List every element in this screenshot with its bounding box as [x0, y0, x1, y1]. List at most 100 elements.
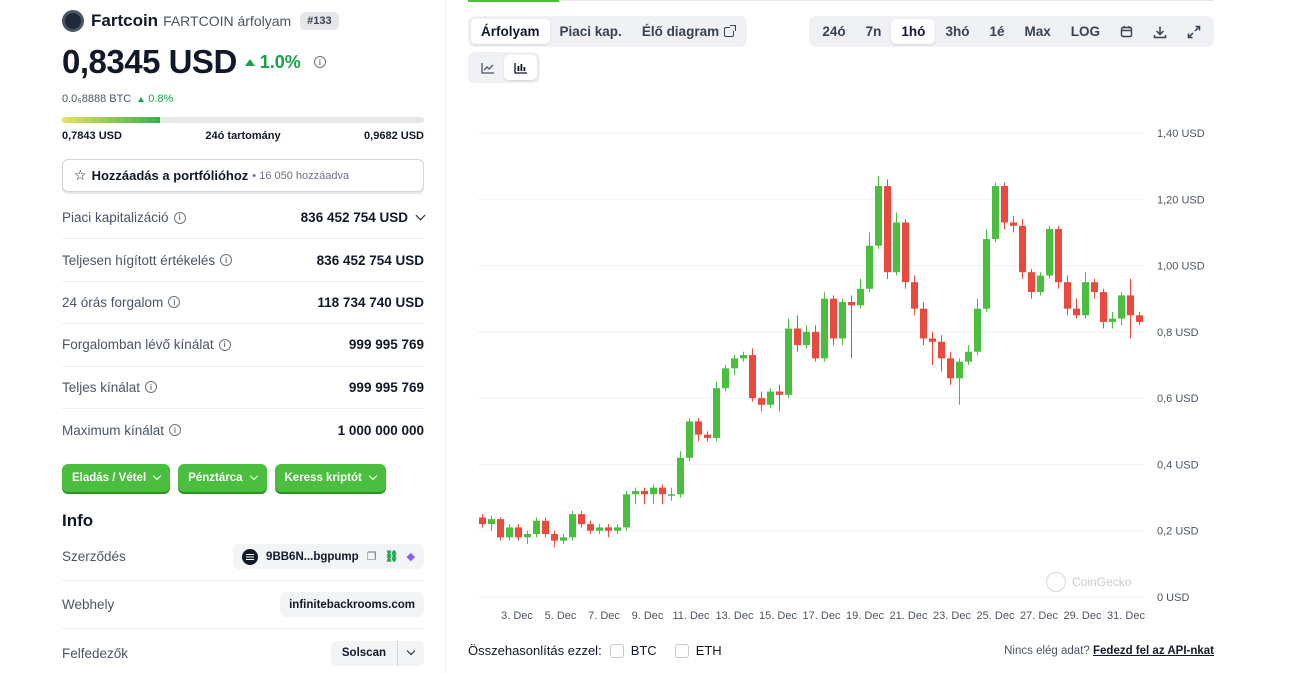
contract-label: Szerződés [62, 549, 126, 564]
candle-body [541, 520, 550, 535]
candle-body [928, 338, 937, 342]
compare-row: Összehasonlítás ezzel: BTC ETH [468, 643, 740, 658]
api-note: Nincs elég adat? Fedezd fel az API-nkat [1004, 645, 1214, 657]
explorers-toggle[interactable] [398, 641, 424, 666]
active-tab-indicator [468, 0, 559, 2]
y-tick-label: 0,4 USD [1157, 459, 1199, 471]
stat-label: Teljesen hígított értékelés [62, 252, 216, 268]
tab-price[interactable]: Árfolyam [471, 19, 550, 44]
candle-body [865, 245, 874, 289]
info-icon[interactable]: i [145, 381, 158, 394]
info-icon[interactable]: i [169, 424, 182, 437]
candle-body [1126, 295, 1135, 316]
range-max-option[interactable]: Max [1024, 24, 1051, 39]
buy-sell-label: Eladás / Vétel [72, 472, 147, 484]
range-3m-option[interactable]: 3hó [945, 24, 970, 39]
time-range-selector: 24ó 7n 1hó 3hó 1é Max LOG [809, 16, 1214, 47]
candle-body [955, 361, 964, 379]
chart-tabs: Árfolyam Piaci kap. Élő diagram [468, 16, 748, 47]
tab-market-cap[interactable]: Piaci kap. [559, 24, 622, 39]
candle-body [622, 494, 631, 528]
info-icon[interactable]: i [313, 56, 326, 68]
range-24h-option[interactable]: 24ó [822, 24, 846, 39]
candle-body [586, 524, 595, 531]
log-scale-toggle[interactable]: LOG [1070, 24, 1100, 39]
range-1m-option[interactable]: 1hó [891, 19, 936, 44]
expand-icon[interactable] [1177, 19, 1211, 44]
info-heading: Info [62, 511, 94, 530]
calendar-icon[interactable] [1110, 19, 1143, 44]
range-24h-labels: 0,7843 USD 24ó tartomány 0,9682 USD [62, 130, 424, 142]
compare-eth[interactable]: ETH [674, 643, 722, 658]
price-chart[interactable]: 1,40 USD 1,20 USD 1,00 USD 0,8 USD 0,6 USD 0,… [468, 110, 1214, 630]
y-tick-label: 0,8 USD [1157, 327, 1199, 339]
contract-pill[interactable]: 9BB6N...bgpump ❐ ⛓ ◆ [233, 544, 424, 569]
candle-body [676, 457, 685, 495]
api-link[interactable]: Fedezd fel az API-nkat [1093, 645, 1214, 657]
range-7d-option[interactable]: 7n [865, 24, 882, 39]
coingecko-logo [1046, 572, 1066, 592]
metamask-icon[interactable]: ◆ [406, 551, 415, 563]
range-1y-option[interactable]: 1é [989, 24, 1005, 39]
candle-body [514, 527, 523, 538]
current-price: 0,8345 USD [62, 43, 237, 80]
buy-sell-button[interactable]: Eladás / Vétel [62, 464, 171, 492]
candle-body [649, 487, 658, 495]
explorer-link[interactable]: Solscan [331, 640, 398, 666]
info-explorers-row: Felfedezők Solscan [62, 629, 424, 673]
candle-body [1009, 222, 1018, 226]
info-icon[interactable]: i [218, 338, 231, 351]
chevron-down-icon [406, 646, 416, 656]
coin-subtitle: FARTCOIN árfolyam [163, 13, 292, 29]
candlestick-chart[interactable]: 1,40 USD 1,20 USD 1,00 USD 0,8 USD 0,6 USD 0,… [468, 110, 1214, 630]
coin-name: Fartcoin [91, 11, 159, 30]
search-crypto-label: Keress kriptót [284, 472, 362, 484]
info-icon[interactable]: i [220, 254, 233, 267]
chevron-down-icon [152, 471, 162, 481]
candle-body [1054, 229, 1063, 283]
candlestick-icon[interactable] [504, 55, 537, 80]
website-label: Webhely [62, 597, 115, 612]
candle-body [883, 186, 892, 273]
info-icon[interactable]: i [168, 296, 181, 309]
candle-body [802, 331, 811, 346]
tab-live-chart[interactable]: Élő diagram [632, 19, 744, 44]
stat-value: 1 000 000 000 [337, 422, 424, 438]
market-cap-dropdown[interactable]: 836 452 754 USD [301, 210, 426, 225]
candle-body [856, 288, 865, 306]
explorer-link-icon[interactable]: ⛓ [384, 551, 399, 563]
checkbox[interactable] [609, 643, 624, 658]
stat-value: 999 995 769 [348, 379, 424, 395]
x-tick-label: 5. Dec [545, 610, 577, 622]
search-crypto-button[interactable]: Keress kriptót [274, 464, 386, 492]
candle-body [874, 186, 883, 246]
candle-body [973, 308, 982, 352]
candle-body [703, 434, 712, 438]
price-change-value: 1.0% [259, 51, 301, 72]
candle-body [901, 222, 910, 283]
line-chart-icon[interactable] [471, 55, 504, 80]
compare-btc[interactable]: BTC [609, 643, 657, 658]
solana-icon [242, 548, 259, 565]
chevron-down-icon [415, 210, 426, 221]
download-icon[interactable] [1143, 19, 1177, 44]
candle-body [523, 534, 532, 538]
coin-header: Fartcoin FARTCOIN árfolyam #133 [62, 10, 339, 32]
coin-summary-panel: Fartcoin FARTCOIN árfolyam #133 0,8345 U… [62, 0, 426, 673]
website-link[interactable]: infinitebackrooms.com [280, 592, 424, 617]
candle-body [892, 222, 901, 273]
info-icon[interactable]: i [173, 211, 186, 224]
add-to-portfolio-button[interactable]: ☆ Hozzáadás a portfólióhoz • 16 050 hozz… [62, 159, 424, 192]
candle-body [919, 308, 928, 339]
copy-icon[interactable]: ❐ [366, 551, 377, 563]
candle-body [937, 341, 946, 359]
range-label[interactable]: 24ó tartomány [205, 130, 281, 142]
range-low: 0,7843 USD [62, 130, 122, 142]
checkbox[interactable] [674, 643, 689, 658]
candle-body [595, 527, 604, 531]
compare-btc-label: BTC [630, 643, 657, 658]
x-tick-label: 23. Dec [933, 610, 971, 622]
wallet-button[interactable]: Pénztárca [178, 464, 267, 492]
explorers-dropdown[interactable]: Solscan [330, 640, 424, 666]
rank-badge: #133 [300, 12, 339, 30]
